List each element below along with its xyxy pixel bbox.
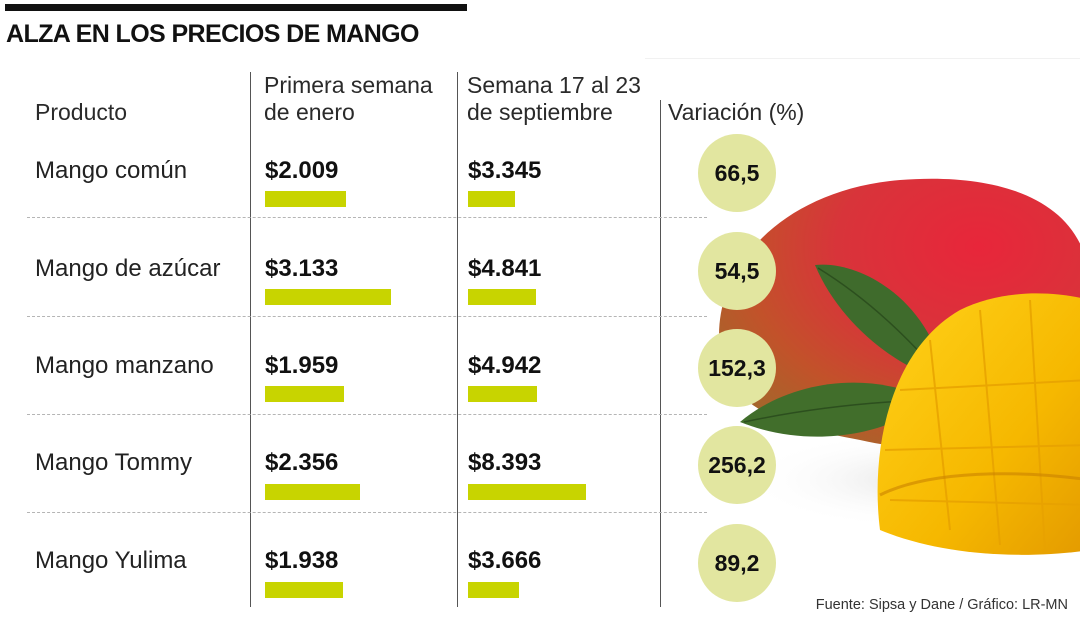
bar-septiembre	[468, 289, 536, 305]
column-divider-3	[660, 100, 661, 607]
bar-septiembre	[468, 484, 586, 500]
bar-septiembre	[468, 386, 537, 402]
header-variacion: Variación (%)	[668, 99, 805, 125]
source-note: Fuente: Sipsa y Dane / Gráfico: LR-MN	[815, 597, 1068, 613]
product-name: Mango común	[35, 157, 188, 184]
column-divider-1	[250, 72, 251, 607]
row-separator	[27, 512, 707, 513]
variation-badge: 66,5	[698, 134, 776, 212]
price-enero: $1.938	[265, 547, 339, 574]
row-separator	[27, 316, 707, 317]
column-divider-2	[457, 72, 458, 607]
price-enero: $2.009	[265, 157, 339, 184]
faint-divider	[645, 58, 1080, 59]
row-separator	[27, 217, 707, 218]
price-enero: $3.133	[265, 255, 339, 282]
bar-enero	[265, 289, 391, 305]
product-name: Mango Tommy	[35, 449, 192, 476]
bar-enero	[265, 582, 343, 598]
top-rule	[5, 4, 467, 11]
variation-badge: 256,2	[698, 426, 776, 504]
price-enero: $2.356	[265, 449, 339, 476]
chart-title: ALZA EN LOS PRECIOS DE MANGO	[6, 20, 419, 48]
mango-illustration-icon	[719, 178, 1080, 555]
variation-badge: 54,5	[698, 232, 776, 310]
variation-badge: 152,3	[698, 329, 776, 407]
price-septiembre: $3.345	[468, 157, 542, 184]
product-name: Mango Yulima	[35, 547, 187, 574]
price-septiembre: $8.393	[468, 449, 542, 476]
bar-enero	[265, 386, 344, 402]
price-enero: $1.959	[265, 352, 339, 379]
product-name: Mango manzano	[35, 352, 214, 379]
bar-septiembre	[468, 582, 519, 598]
price-septiembre: $3.666	[468, 547, 542, 574]
header-enero-line1: Primera semana	[264, 72, 433, 98]
row-separator	[27, 414, 707, 415]
bar-enero	[265, 484, 360, 500]
header-producto: Producto	[35, 99, 128, 125]
price-septiembre: $4.942	[468, 352, 542, 379]
header-septiembre-line2: de septiembre	[467, 99, 613, 125]
bar-enero	[265, 191, 346, 207]
price-septiembre: $4.841	[468, 255, 542, 282]
variation-badge: 89,2	[698, 524, 776, 602]
product-name: Mango de azúcar	[35, 255, 221, 282]
bar-septiembre	[468, 191, 515, 207]
header-septiembre-line1: Semana 17 al 23	[467, 72, 641, 98]
header-enero-line2: de enero	[264, 99, 355, 125]
